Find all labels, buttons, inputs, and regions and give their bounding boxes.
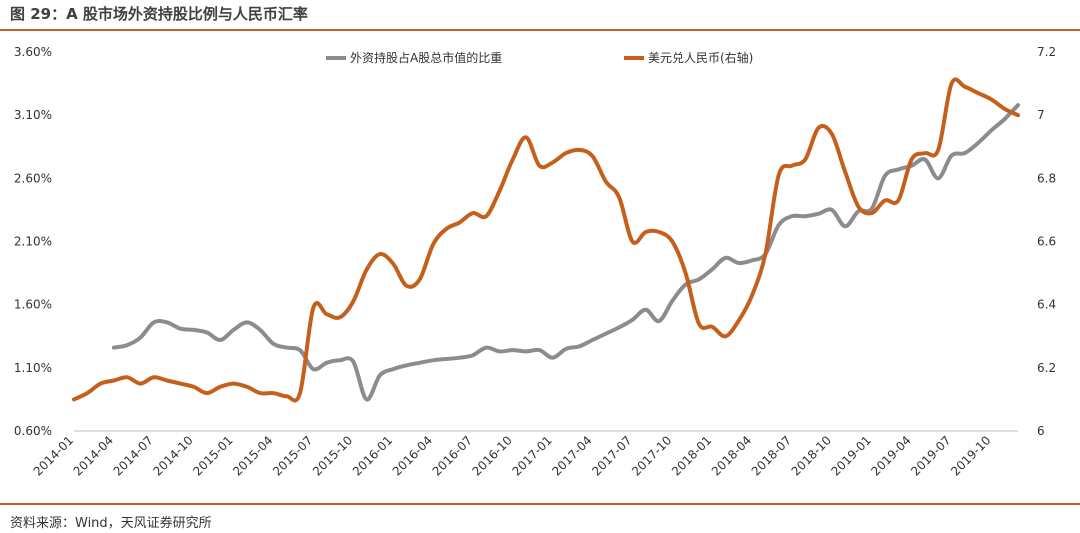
right-axis: 6 6.2 6.4 6.6 6.8 7 7.2 [1037,45,1056,438]
series-line-usdcny [72,77,1020,403]
right-tick-label: 6.2 [1037,361,1056,375]
left-tick-label: 3.60% [14,45,52,59]
x-tick-label: 2018-07 [749,433,794,478]
x-tick-label: 2016-04 [390,433,435,478]
x-tick-label: 2014-10 [150,433,195,478]
x-tick-label: 2015-04 [230,433,275,478]
x-tick-label: 2014-07 [111,433,156,478]
x-tick-label: 2019-10 [948,433,993,478]
right-tick-label: 6 [1037,424,1045,438]
legend-label-foreign-holding: 外资持股占A股总市值的比重 [350,50,502,65]
x-tick-label: 2018-10 [789,433,834,478]
right-tick-label: 6.8 [1037,171,1056,185]
x-tick-label: 2014-01 [31,433,76,478]
line-chart: 0.60% 1.10% 1.60% 2.10% 2.60% 3.10% 3.60% 6 6.2… [14,45,1056,479]
left-tick-label: 1.10% [14,361,52,375]
x-tick-label: 2017-10 [629,433,674,478]
x-tick-label: 2016-01 [350,433,395,478]
top-rule [0,29,1080,31]
left-tick-label: 2.60% [14,171,52,185]
figure-title: 图 29：A 股市场外资持股比例与人民币汇率 [10,5,308,23]
left-axis: 0.60% 1.10% 1.60% 2.10% 2.60% 3.10% 3.60% [14,45,52,438]
x-tick-label: 2019-01 [829,433,874,478]
x-axis: 2014-012014-042014-072014-102015-012015-… [31,430,1018,479]
right-tick-label: 7.2 [1037,45,1056,59]
bottom-rule [0,503,1080,505]
left-tick-label: 2.10% [14,235,52,249]
x-tick-label: 2017-04 [549,433,594,478]
x-tick-label: 2016-10 [470,433,515,478]
x-tick-label: 2014-04 [71,433,116,478]
x-tick-label: 2018-01 [669,433,714,478]
right-tick-label: 6.6 [1037,235,1056,249]
x-tick-label: 2015-01 [190,433,235,478]
x-tick-label: 2017-01 [509,433,554,478]
x-tick-label: 2016-07 [430,433,475,478]
x-tick-label: 2015-07 [270,433,315,478]
right-tick-label: 6.4 [1037,298,1056,312]
left-tick-label: 0.60% [14,424,52,438]
x-tick-label: 2017-07 [589,433,634,478]
x-tick-label: 2019-04 [868,433,913,478]
source-note: 资料来源：Wind，天风证券研究所 [10,516,212,531]
x-tick-label: 2018-04 [709,433,754,478]
left-tick-label: 1.60% [14,298,52,312]
series-layer [72,77,1020,403]
legend-label-usdcny: 美元兑人民币(右轴) [648,50,753,65]
right-tick-label: 7 [1037,108,1045,122]
x-tick-label: 2015-10 [310,433,355,478]
x-tick-label: 2019-07 [908,433,953,478]
series-line-foreign-holding [111,103,1020,402]
left-tick-label: 3.10% [14,108,52,122]
legend: 外资持股占A股总市值的比重 美元兑人民币(右轴) [326,50,753,65]
